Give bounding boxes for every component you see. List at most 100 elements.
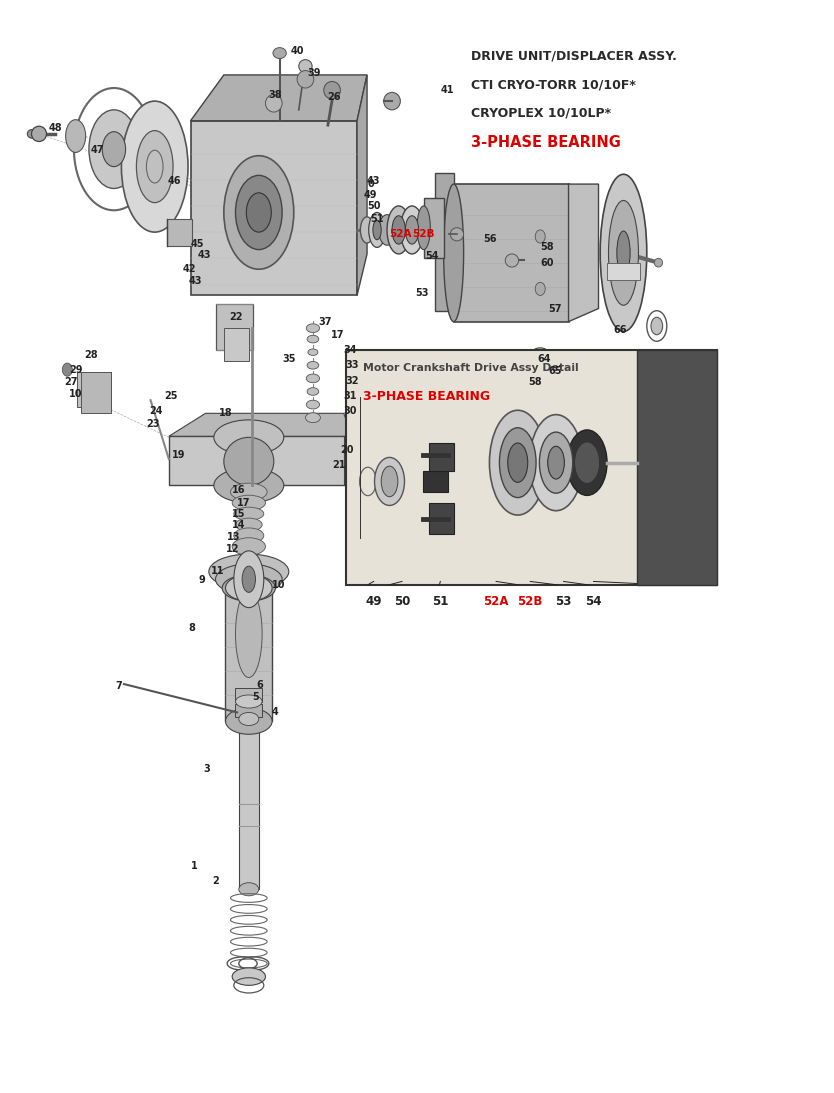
Text: 30: 30 (344, 407, 357, 416)
Text: 52B: 52B (412, 230, 435, 239)
Bar (435, 173, 454, 310)
Polygon shape (357, 75, 367, 295)
Text: 28: 28 (84, 351, 98, 361)
Text: 53: 53 (415, 289, 429, 298)
Polygon shape (168, 413, 352, 436)
Ellipse shape (235, 175, 282, 249)
Ellipse shape (540, 432, 573, 493)
Text: DRIVE UNIT/DISPLACER ASSY.: DRIVE UNIT/DISPLACER ASSY. (471, 50, 677, 62)
Bar (430, 444, 455, 470)
Bar (78, 372, 111, 407)
Ellipse shape (122, 102, 188, 232)
Ellipse shape (490, 410, 546, 515)
Ellipse shape (508, 443, 528, 482)
Ellipse shape (224, 437, 274, 485)
Text: 54: 54 (425, 251, 439, 261)
Ellipse shape (567, 430, 607, 495)
Text: 10: 10 (69, 389, 83, 399)
Text: 50: 50 (367, 201, 380, 211)
Ellipse shape (392, 215, 405, 244)
Bar (637, 350, 716, 585)
Text: 58: 58 (529, 377, 542, 387)
Text: 43: 43 (197, 250, 211, 260)
Text: 34: 34 (344, 345, 357, 355)
Text: 51: 51 (432, 595, 449, 608)
Ellipse shape (530, 414, 583, 510)
Ellipse shape (306, 324, 319, 332)
Text: 19: 19 (172, 450, 186, 460)
Text: 3-PHASE BEARING: 3-PHASE BEARING (471, 134, 621, 150)
Text: 60: 60 (540, 258, 554, 268)
Text: 26: 26 (327, 92, 340, 102)
Text: 12: 12 (225, 543, 239, 554)
Text: 29: 29 (69, 365, 83, 375)
Text: 23: 23 (147, 420, 160, 430)
Ellipse shape (214, 420, 284, 455)
Text: 56: 56 (484, 234, 497, 244)
Text: 1: 1 (190, 861, 198, 871)
Bar (430, 503, 455, 533)
Ellipse shape (417, 205, 430, 249)
Text: 11: 11 (210, 565, 224, 576)
Ellipse shape (235, 518, 262, 531)
Ellipse shape (222, 575, 275, 601)
Text: 49: 49 (365, 595, 382, 608)
Text: 58: 58 (540, 243, 554, 252)
Ellipse shape (307, 388, 319, 396)
Text: 54: 54 (585, 595, 602, 608)
Ellipse shape (232, 495, 265, 510)
Ellipse shape (265, 95, 282, 113)
Text: 48: 48 (49, 124, 63, 133)
Text: 35: 35 (282, 354, 295, 364)
Text: 5: 5 (252, 692, 259, 702)
Bar (454, 184, 569, 321)
Bar (239, 719, 259, 890)
Ellipse shape (374, 458, 404, 505)
Text: Motor Crankshaft Drive Assy Detail: Motor Crankshaft Drive Assy Detail (363, 363, 579, 373)
Ellipse shape (530, 356, 550, 387)
Polygon shape (167, 219, 192, 246)
Ellipse shape (234, 528, 264, 543)
Text: 9: 9 (198, 575, 206, 586)
Ellipse shape (89, 110, 139, 188)
Ellipse shape (387, 205, 410, 254)
Text: 22: 22 (229, 313, 243, 322)
Ellipse shape (232, 538, 265, 555)
Text: 4: 4 (271, 707, 278, 717)
Bar (190, 120, 357, 295)
Text: 10: 10 (272, 579, 285, 590)
Text: 52A: 52A (389, 230, 411, 239)
Ellipse shape (500, 427, 536, 497)
Ellipse shape (66, 119, 86, 152)
Ellipse shape (575, 442, 600, 483)
Ellipse shape (63, 363, 73, 376)
Text: 37: 37 (319, 317, 332, 327)
Text: 7: 7 (116, 681, 123, 691)
Ellipse shape (600, 174, 647, 331)
Ellipse shape (234, 507, 264, 520)
Text: 21: 21 (332, 460, 345, 470)
Text: 2: 2 (212, 875, 219, 885)
Ellipse shape (373, 220, 381, 239)
Bar (346, 350, 716, 585)
Text: 14: 14 (232, 519, 246, 530)
Ellipse shape (239, 883, 259, 896)
Text: 53: 53 (555, 595, 572, 608)
Ellipse shape (230, 483, 267, 501)
Ellipse shape (299, 60, 312, 73)
Ellipse shape (246, 192, 271, 232)
Ellipse shape (384, 93, 400, 110)
Ellipse shape (444, 184, 464, 321)
Ellipse shape (234, 551, 264, 608)
Ellipse shape (535, 282, 545, 295)
Text: 42: 42 (182, 265, 196, 274)
Text: 46: 46 (167, 176, 181, 186)
Text: 66: 66 (614, 326, 627, 336)
Text: 50: 50 (394, 595, 410, 608)
Ellipse shape (381, 466, 398, 496)
Ellipse shape (306, 400, 319, 409)
Text: 0: 0 (367, 179, 374, 189)
Ellipse shape (273, 48, 286, 59)
Text: 27: 27 (64, 377, 78, 387)
Ellipse shape (655, 258, 663, 267)
